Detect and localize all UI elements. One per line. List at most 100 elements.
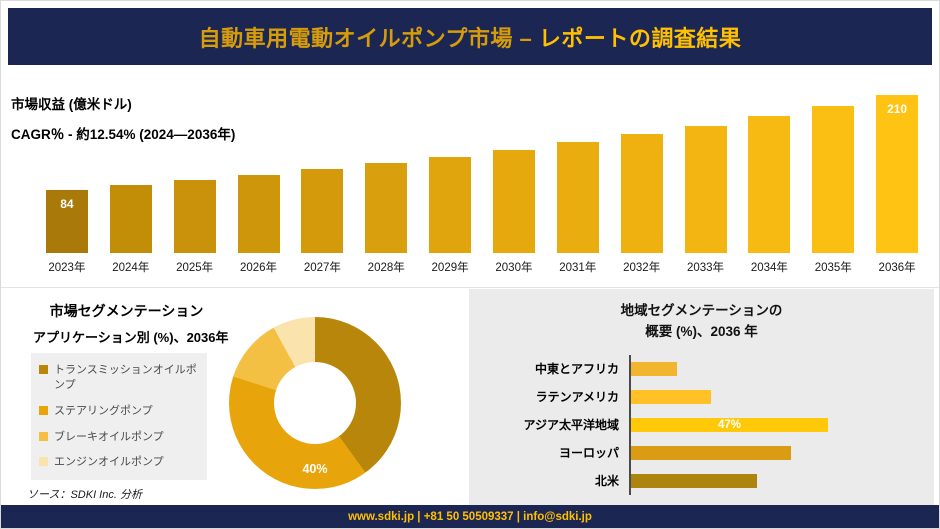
region-bar <box>631 445 791 460</box>
region-bar-chart: 中東とアフリカラテンアメリカアジア太平洋地域 47% ヨーロッパ北米 <box>469 354 910 495</box>
region-bar-track <box>629 382 910 411</box>
bar-column: 2025年 <box>163 95 227 275</box>
region-section: 地域セグメンテーションの 概要 (%)、2036 年 中東とアフリカラテンアメリ… <box>469 289 934 507</box>
revenue-bar <box>556 142 599 253</box>
region-label: 北米 <box>594 474 619 489</box>
segmentation-section: 市場セグメンテーション アプリケーション別 (%)、2036年 トランスミッショ… <box>9 293 463 505</box>
application-subtitle: アプリケーション別 (%)、2036年 <box>33 330 229 345</box>
bar-column: 2033年 <box>674 95 738 275</box>
revenue-unit-label: 市場収益 (億米ドル) <box>11 97 132 112</box>
legend-label: ステアリングポンプ <box>54 404 153 417</box>
bar-area <box>620 95 663 253</box>
bar-area <box>492 95 535 253</box>
revenue-chart-labels: 市場収益 (億米ドル) CAGR％ - 約12.54% (2024―2036年) <box>11 93 235 153</box>
bar-column: 2031年 <box>546 95 610 275</box>
segmentation-title: 市場セグメンテーション <box>49 303 204 319</box>
footer-contact: www.sdki.jp | +81 50 50509337 | info@sdk… <box>348 510 592 523</box>
title-accent: レポートの調査結果 <box>538 25 742 51</box>
revenue-bar <box>237 175 280 253</box>
region-percent-label: 47% <box>717 418 742 431</box>
revenue-bar <box>492 150 535 253</box>
region-row: ラテンアメリカ <box>469 382 910 411</box>
legend-label: ブレーキオイルポンプ <box>54 430 164 443</box>
year-label: 2030年 <box>495 262 533 274</box>
bar-column: 210 2036年 <box>865 95 929 275</box>
bar-area <box>173 95 216 253</box>
bar-column: 2030年 <box>482 95 546 275</box>
page-title: 自動車用電動オイルポンプ市場 – レポートの調査結果 <box>199 21 742 53</box>
year-label: 2033年 <box>686 262 725 274</box>
region-title-line1: 地域セグメンテーションの <box>620 303 783 318</box>
bar-area <box>748 95 791 253</box>
year-label: 2027年 <box>303 262 341 274</box>
region-label: ヨーロッパ <box>558 446 619 461</box>
bar-column: 2026年 <box>227 95 291 275</box>
bar-area <box>109 95 152 253</box>
revenue-bar <box>173 180 216 253</box>
region-title-line2: 概要 (%)、2036 年 <box>645 323 758 339</box>
region-bar-track <box>629 466 910 495</box>
legend-item: ブレーキオイルポンプ <box>39 430 199 445</box>
legend-swatch <box>39 365 48 374</box>
bar-area <box>556 95 599 253</box>
region-title: 地域セグメンテーションの 概要 (%)、2036 年 <box>469 301 934 343</box>
revenue-bars: 84 2023年 2024年 2025年 2026年 2027年 2028年 2029年 203… <box>35 95 929 275</box>
year-label: 2026年 <box>239 262 278 274</box>
bar-column: 2027年 <box>290 95 354 275</box>
report-header: 自動車用電動オイルポンプ市場 – レポートの調査結果 <box>8 8 932 65</box>
legend-item: エンジンオイルポンプ <box>39 455 199 470</box>
legend-swatch <box>39 405 48 415</box>
bar-column: 2029年 <box>418 95 482 275</box>
year-label: 2028年 <box>367 262 405 274</box>
revenue-bar <box>620 134 663 253</box>
region-bar <box>631 473 757 488</box>
bar-value-label: 84 <box>60 197 74 211</box>
legend-swatch <box>39 431 48 441</box>
bar-area <box>684 95 727 253</box>
revenue-bar <box>812 106 855 253</box>
bar-column: 84 2023年 <box>35 95 99 275</box>
revenue-bar <box>684 126 727 253</box>
legend-swatch <box>39 457 48 467</box>
revenue-bar: 210 <box>876 95 919 253</box>
revenue-chart-section: 市場収益 (億米ドル) CAGR％ - 約12.54% (2024―2036年)… <box>9 71 931 287</box>
revenue-bar <box>748 116 791 253</box>
revenue-bar <box>429 157 472 253</box>
revenue-bar <box>109 185 152 253</box>
donut-percent-label: 40% <box>302 462 328 476</box>
cagr-label: CAGR％ - 約12.54% (2024―2036年) <box>11 127 236 142</box>
region-bar <box>631 389 711 404</box>
legend-item: トランスミッションオイルポンプ <box>39 363 199 393</box>
bar-area <box>429 95 472 253</box>
section-divider <box>1 287 939 288</box>
legend-label: エンジンオイルポンプ <box>54 456 164 469</box>
region-row: アジア太平洋地域 47% <box>469 410 910 439</box>
year-label: 2023年 <box>48 262 86 274</box>
region-label: ラテンアメリカ <box>535 390 619 405</box>
year-label: 2035年 <box>814 262 852 274</box>
bar-area <box>237 95 280 253</box>
title-main: 自動車用電動オイルポンプ市場 – <box>198 25 533 51</box>
application-donut-chart: 40% <box>229 317 401 489</box>
region-row: 中東とアフリカ <box>469 354 910 383</box>
region-row: ヨーロッパ <box>469 438 910 467</box>
year-label: 2036年 <box>878 262 916 274</box>
region-row: 北米 <box>469 466 910 495</box>
revenue-bar <box>301 169 344 253</box>
region-bar-track: 47% <box>629 410 910 439</box>
region-bar-track <box>629 354 910 383</box>
region-label: アジア太平洋地域 <box>523 418 619 433</box>
revenue-bar: 84 <box>45 190 88 253</box>
bar-column: 2028年 <box>354 95 418 275</box>
bar-column: 2032年 <box>610 95 674 275</box>
donut-hole <box>274 362 356 444</box>
bar-area <box>365 95 408 253</box>
legend-item: ステアリングポンプ <box>39 404 199 419</box>
footer-bar: www.sdki.jp | +81 50 50509337 | info@sdk… <box>1 505 939 528</box>
revenue-bar <box>365 163 408 253</box>
bar-column: 2024年 <box>99 95 163 275</box>
bar-column: 2035年 <box>801 95 865 275</box>
year-label: 2034年 <box>750 262 788 274</box>
bar-column: 2034年 <box>737 95 801 275</box>
